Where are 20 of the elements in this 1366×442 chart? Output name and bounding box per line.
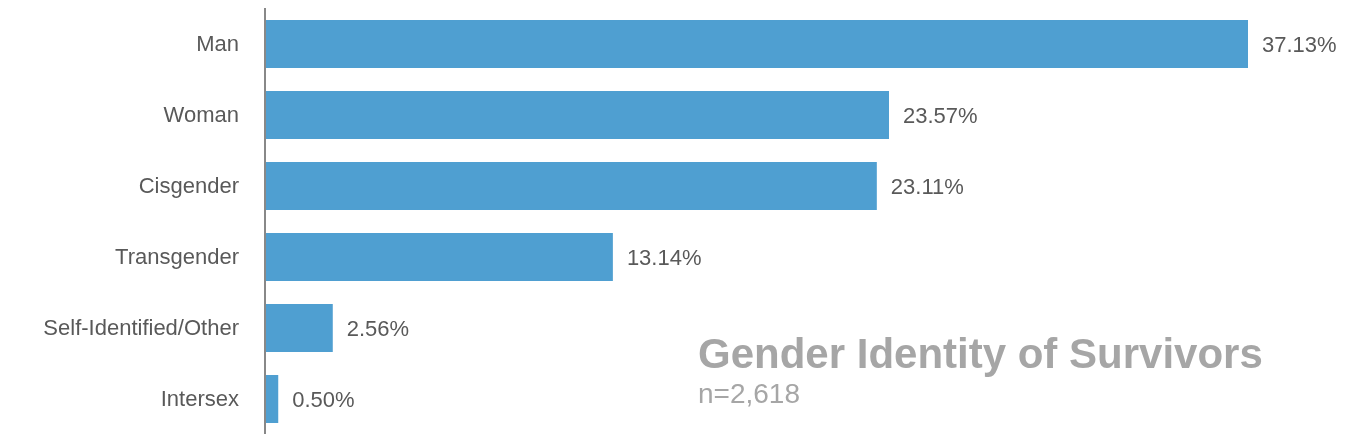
data-label: 37.13% <box>1262 31 1337 57</box>
y-tick-label: Man <box>196 31 239 57</box>
data-label: 23.11% <box>890 173 964 199</box>
data-label: 0.50% <box>292 386 355 412</box>
bar <box>265 233 613 281</box>
y-tick-label: Cisgender <box>138 173 239 199</box>
y-tick-label: Self-Identified/Other <box>43 315 239 341</box>
text: n=2,618 <box>698 378 801 410</box>
bar <box>265 20 1248 68</box>
y-tick-label: Intersex <box>160 386 239 412</box>
y-tick-label: Woman <box>163 102 239 128</box>
bar <box>265 375 279 423</box>
bar <box>265 91 890 139</box>
y-tick-label: Transgender <box>115 244 239 270</box>
data-label: 23.57% <box>903 102 978 128</box>
bar <box>265 162 877 210</box>
text: Gender Identity of Survivors <box>698 330 1263 378</box>
data-label: 13.14% <box>626 244 702 270</box>
bar <box>265 304 333 352</box>
data-label: 2.56% <box>346 315 410 341</box>
